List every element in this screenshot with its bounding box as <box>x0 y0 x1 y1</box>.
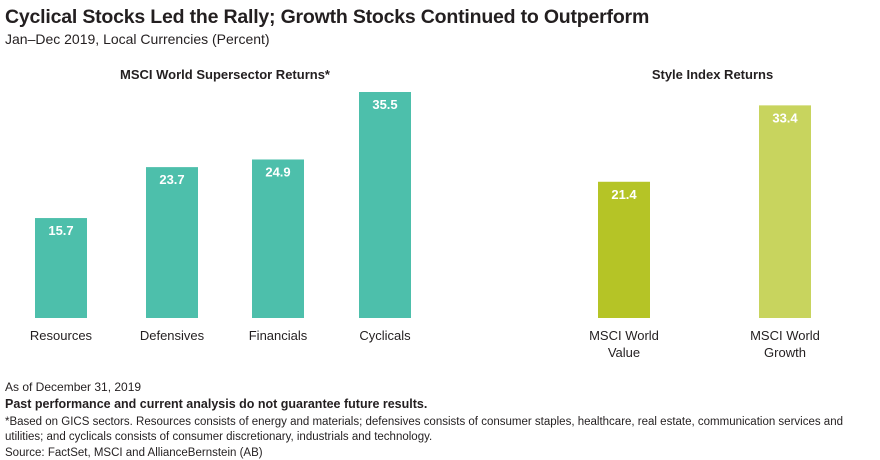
category-label: Cyclicals <box>359 328 411 343</box>
footnote: *Based on GICS sectors. Resources consis… <box>5 416 843 443</box>
bar <box>35 218 87 318</box>
bar <box>252 159 304 318</box>
bar <box>146 167 198 318</box>
category-label: Resources <box>30 328 93 343</box>
category-label: Defensives <box>140 328 205 343</box>
category-label: MSCI World <box>750 328 820 343</box>
chart-title-style: Style Index Returns <box>651 67 774 82</box>
data-label: 15.7 <box>48 223 73 238</box>
data-label: 21.4 <box>611 187 637 202</box>
bar <box>598 181 650 318</box>
source-note: Source: FactSet, MSCI and AllianceBernst… <box>5 447 263 459</box>
as-of-date: As of December 31, 2019 <box>5 380 142 394</box>
disclaimer: Past performance and current analysis do… <box>5 397 428 411</box>
data-label: 24.9 <box>265 164 290 179</box>
data-label: 23.7 <box>159 172 184 187</box>
category-label: Growth <box>764 345 806 360</box>
data-label: 35.5 <box>372 97 397 112</box>
page-subtitle: Jan–Dec 2019, Local Currencies (Percent) <box>5 31 270 47</box>
chart-title-supersector: MSCI World Supersector Returns* <box>120 67 330 82</box>
data-label: 33.4 <box>772 110 798 125</box>
bar <box>359 92 411 318</box>
page-title: Cyclical Stocks Led the Rally; Growth St… <box>5 6 650 28</box>
category-label: Financials <box>249 328 308 343</box>
category-label: Value <box>608 345 640 360</box>
category-label: MSCI World <box>589 328 659 343</box>
bar-chart: 15.7 Resources 23.7 Defensives 24.9 Financial… <box>30 92 820 360</box>
bar <box>759 105 811 318</box>
